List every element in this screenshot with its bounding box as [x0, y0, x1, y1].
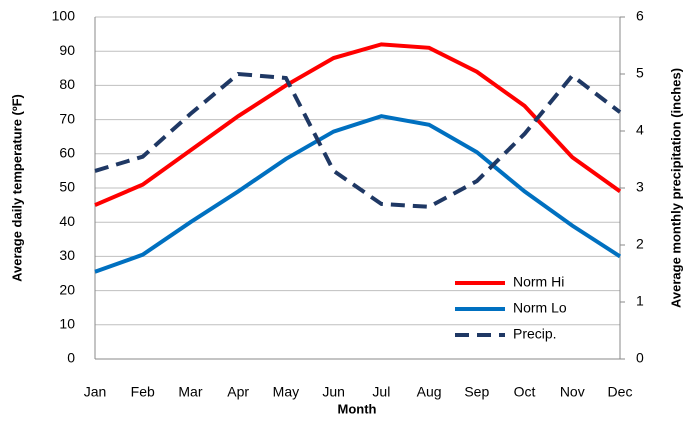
y2-tick-label: 5 [636, 65, 644, 81]
y2-tick-label: 6 [636, 8, 644, 24]
y-tick-label: 20 [59, 281, 75, 297]
y2-tick-label: 1 [636, 293, 644, 309]
x-tick-label: May [273, 384, 299, 400]
x-tick-label: Aug [417, 384, 442, 400]
y-tick-label: 0 [67, 350, 75, 366]
series-line [94, 71, 622, 209]
x-tick-label: Jan [84, 384, 107, 400]
x-tick-label: Jun [322, 384, 345, 400]
y-tick-label: 50 [59, 179, 75, 195]
y2-axis-title: Average monthly precipitation (inches) [668, 68, 683, 308]
x-tick-label: Sep [464, 384, 489, 400]
y2-tick-label: 0 [636, 350, 644, 366]
y-tick-label: 40 [59, 213, 75, 229]
x-tick-label: Apr [227, 384, 249, 400]
legend-label: Precip. [513, 326, 557, 342]
x-tick-label: Jul [372, 384, 390, 400]
x-tick-label: Nov [560, 384, 585, 400]
y2-tick-label: 4 [636, 122, 644, 138]
series-line [94, 114, 622, 274]
x-axis-title: Month [338, 401, 377, 416]
y-tick-label: 70 [59, 110, 75, 126]
y-tick-label: 30 [59, 247, 75, 263]
y2-tick-label: 3 [636, 179, 644, 195]
y-tick-label: 60 [59, 145, 75, 161]
y-axis-title: Average daily temperature (ºF) [9, 94, 24, 282]
y-tick-label: 100 [52, 8, 76, 24]
x-tick-label: Dec [608, 384, 633, 400]
x-tick-label: Feb [131, 384, 155, 400]
legend-label: Norm Lo [513, 300, 567, 316]
legend-label: Norm Hi [513, 274, 564, 290]
y-tick-label: 80 [59, 76, 75, 92]
y-tick-label: 90 [59, 42, 75, 58]
x-tick-label: Mar [178, 384, 202, 400]
y-tick-label: 10 [59, 316, 75, 332]
y2-tick-label: 2 [636, 236, 644, 252]
x-tick-label: Oct [514, 384, 536, 400]
series-line [94, 42, 622, 207]
